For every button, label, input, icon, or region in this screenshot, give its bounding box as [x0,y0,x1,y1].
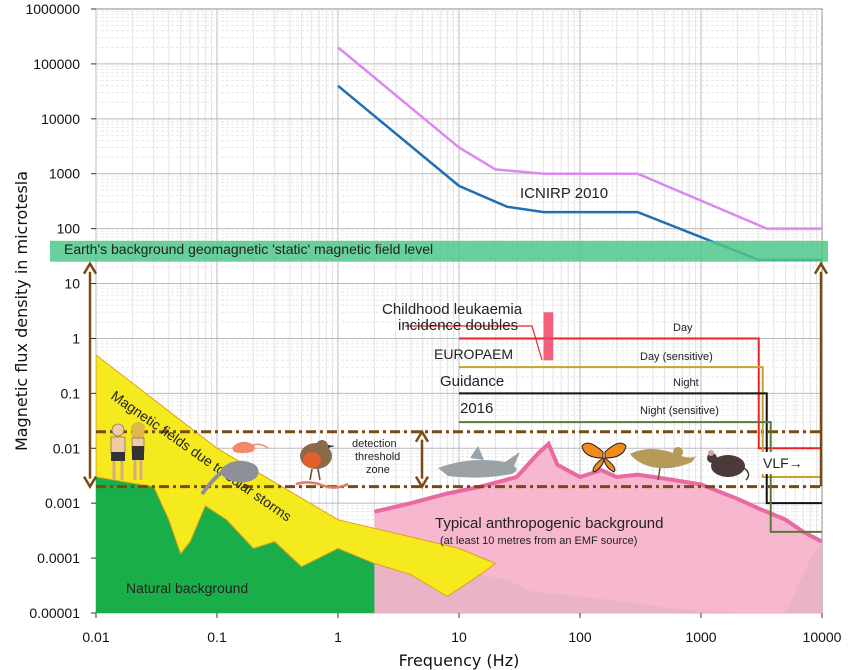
europaem-label-2: Guidance [440,373,504,390]
humans-icon [110,422,145,480]
day-sensitive-label: Day (sensitive) [640,351,713,363]
y-tick-label: 0.00001 [29,605,80,621]
natural-background-label: Natural background [126,580,248,596]
y-tick-label: 1000 [49,166,80,182]
y-tick-label: 100 [57,221,81,237]
night-sensitive-label: Night (sensitive) [640,405,719,417]
leukaemia-leader-line [405,325,543,361]
worm-icon [295,481,349,489]
vlf-label-background [760,452,816,474]
y-tick-label: 10000 [41,111,80,127]
icnirp-label: ICNIRP 2010 [520,185,608,202]
y-tick-label: 1000000 [25,1,80,17]
detection-arrow-head [414,429,430,443]
anthropogenic-label: Typical anthropogenic background [435,515,664,532]
y-tick-label: 100000 [33,56,80,72]
x-axis-title: Frequency (Hz) [399,651,520,670]
y-tick-label: 0.001 [45,495,80,511]
y-tick-label: 10 [64,276,80,292]
geomagnetic-band [50,240,828,262]
europaem-line-night-sensitive [459,421,822,533]
anthropogenic-sublabel: (at least 10 metres from an EMF source) [440,535,637,547]
vlf-label: VLF→ [763,455,803,471]
solar-storm-area [96,354,497,598]
x-tick-label: 10 [451,629,467,645]
day-label: Day [673,322,693,334]
geomagnetic-arrow-right-head [813,261,829,275]
geomagnetic-label: Earth's background geomagnetic 'static' … [64,241,433,257]
x-tick-label: 10000 [803,629,842,645]
robin-icon [300,440,335,481]
x-tick-label: 1000 [685,629,716,645]
y-axis-ticks: 0.00001 0.0001 0.001 0.01 0.1 1 10 100 1000 10000… [25,1,96,621]
detection-label-2: threshold [355,451,400,463]
detection-label-3: zone [366,464,390,476]
y-tick-label: 0.0001 [37,550,80,566]
geomagnetic-arrow-left-head-bottom [82,476,98,490]
x-tick-label: 0.1 [207,629,227,645]
mouse-icon [707,450,750,481]
europaem-guidance-lines [459,337,822,533]
y-axis-title: Magnetic flux density in microtesla [12,171,31,451]
europaem-label-1: EUROPAEM [434,346,513,362]
x-tick-label: 100 [568,629,592,645]
detection-arrow-head-bottom [414,476,430,490]
bird-icon [630,447,696,481]
geomagnetic-arrows [82,261,829,490]
salamander-icon [200,460,259,496]
x-tick-label: 1 [334,629,342,645]
y-tick-label: 0.1 [61,385,81,401]
europaem-line-night [459,392,822,505]
geomagnetic-arrow-left-head [82,261,98,275]
y-tick-label: 0.01 [53,440,80,456]
natural-background-area [96,477,822,613]
y-tick-label: 1 [72,330,80,346]
detection-label-1: detection [352,438,397,450]
series-line-upper [337,46,822,230]
night-label: Night [673,377,699,389]
leukaemia-range-bar [543,312,554,361]
detection-threshold-zone [96,430,822,489]
leukaemia-label-line1: Childhood leukaemia [382,301,523,318]
europaem-label-3: 2016 [460,400,493,417]
shark-icon [438,446,520,478]
butterfly-icon [581,442,627,473]
x-axis-ticks: 0.01 0.1 1 10 100 1000 10000 [82,613,842,645]
detection-zone-arrow [414,429,430,490]
x-tick-label: 0.01 [82,629,109,645]
shrimp-icon [232,441,269,453]
leukaemia-label-line2: incidence doubles [398,317,518,334]
